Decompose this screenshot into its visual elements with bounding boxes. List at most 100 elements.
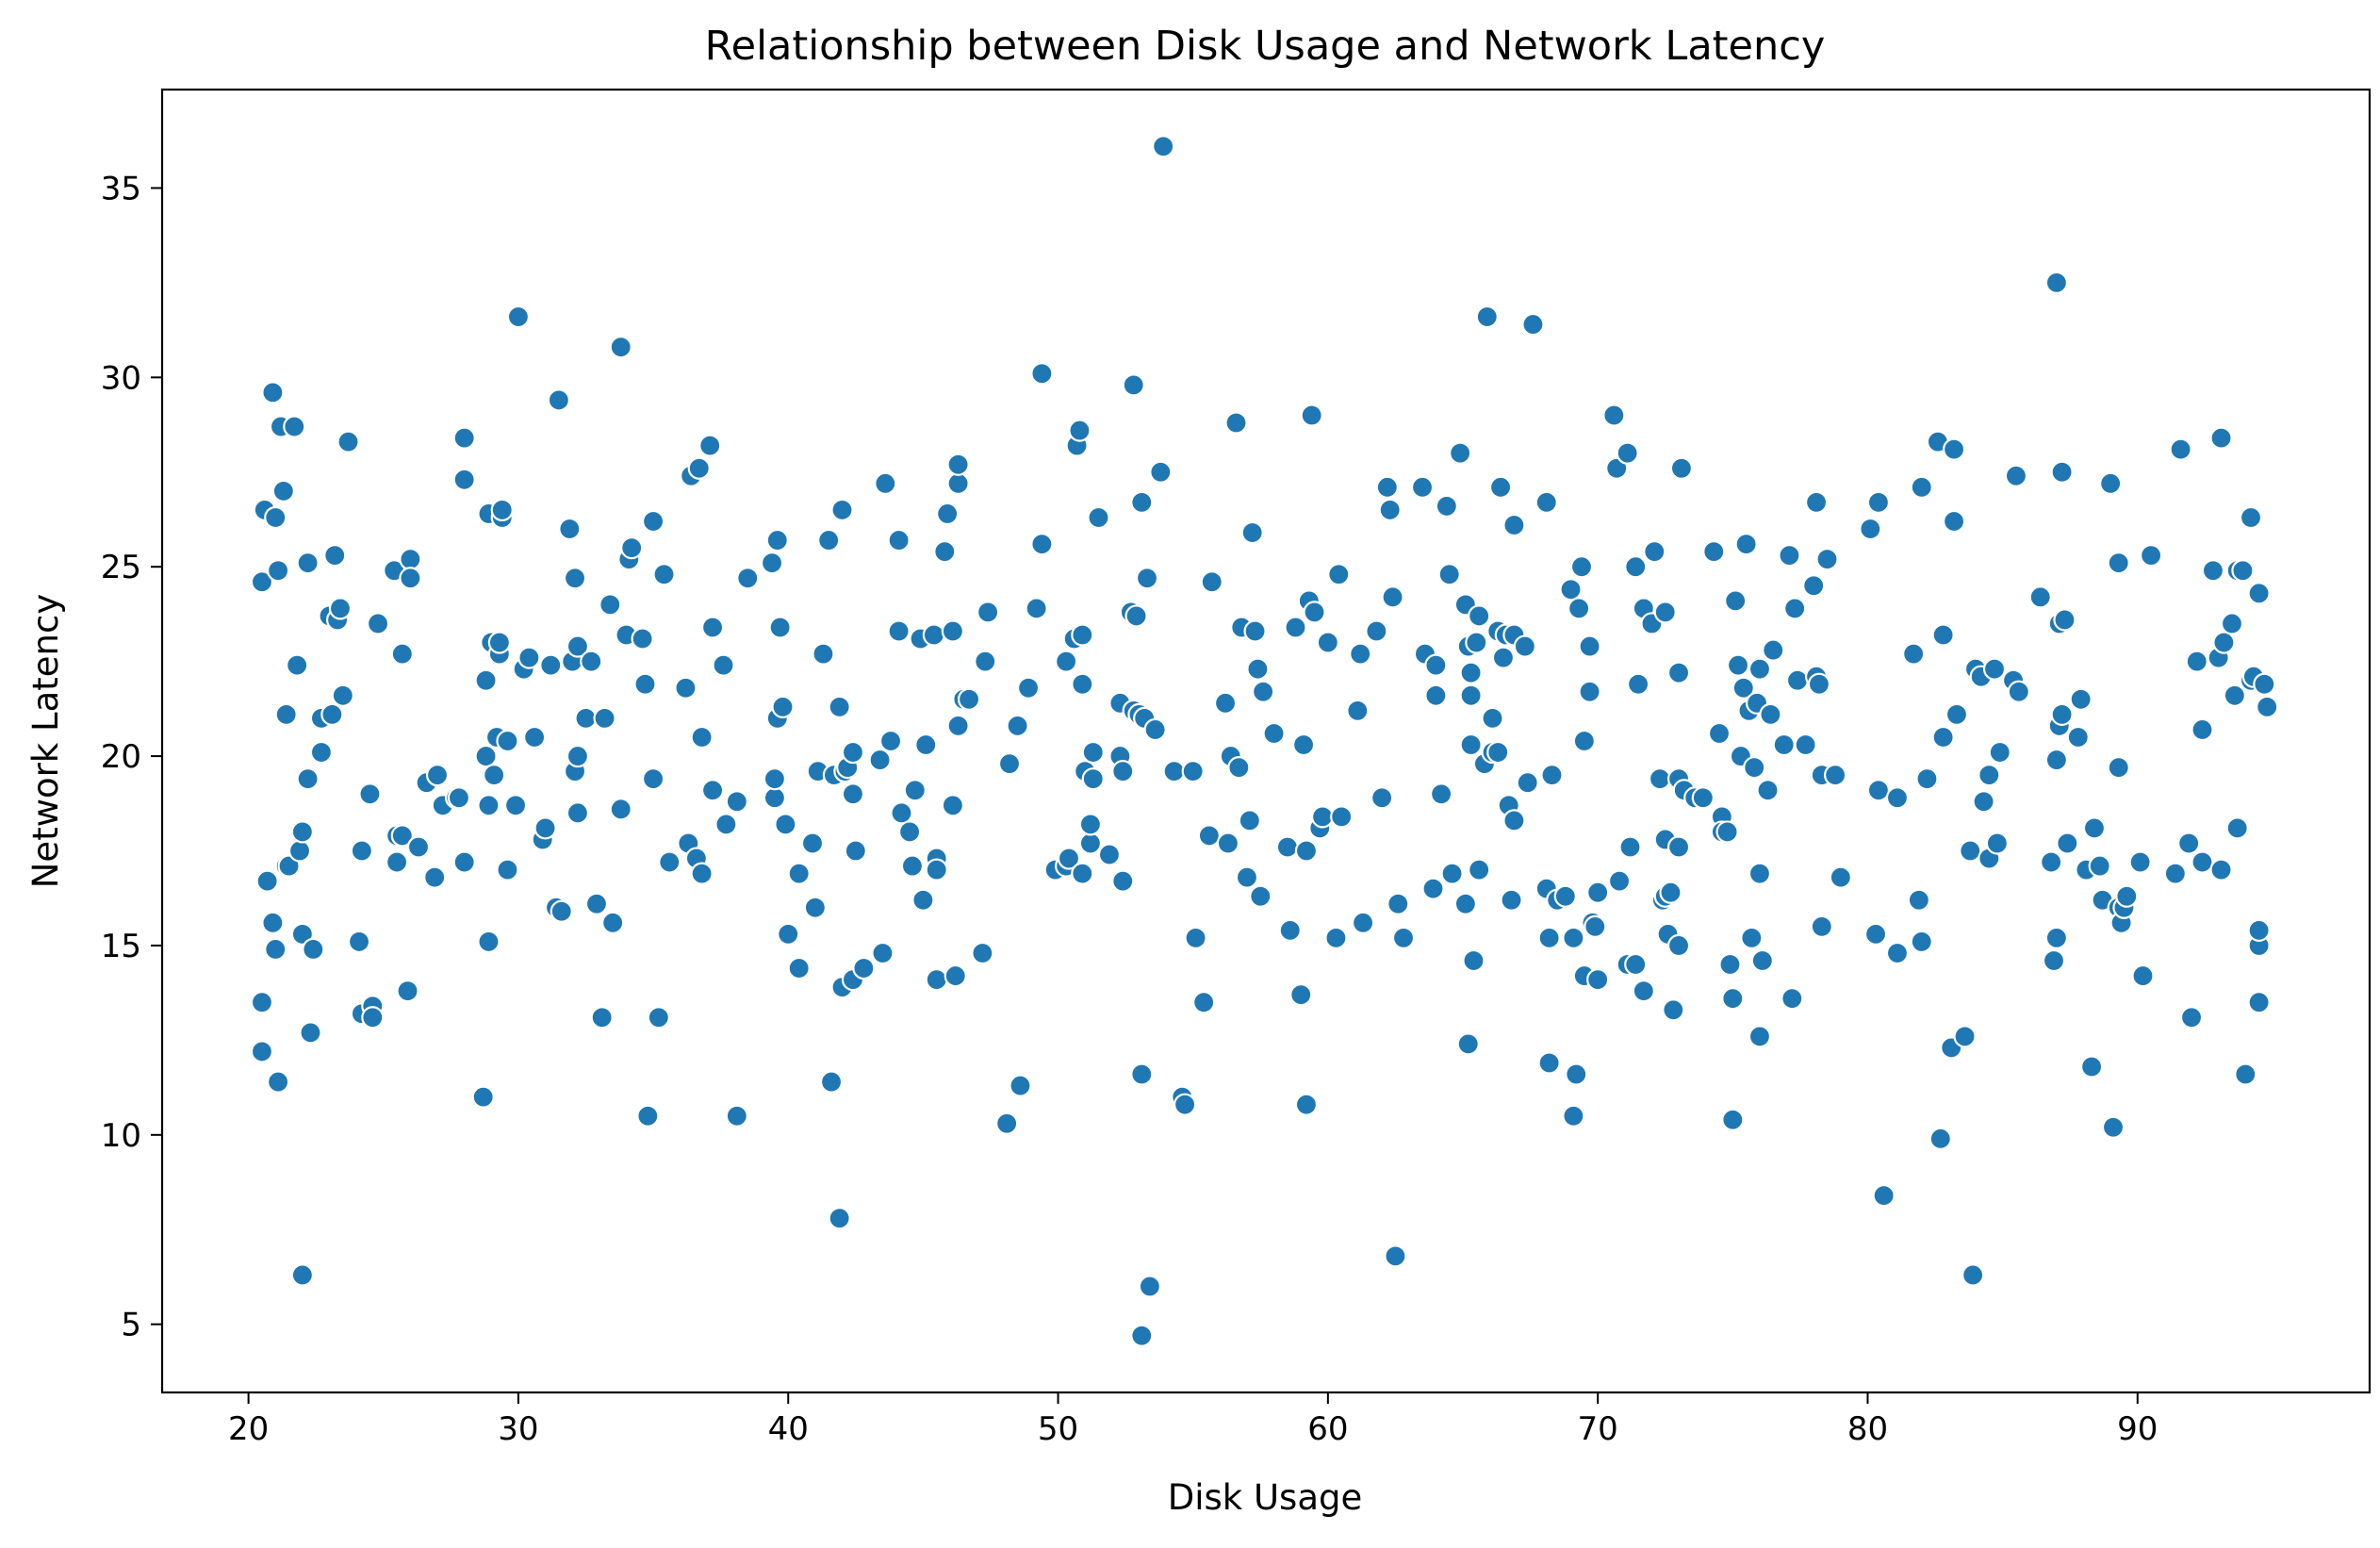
data-point [2082, 816, 2107, 840]
data-point [1666, 835, 1691, 859]
data-point [1238, 809, 1261, 832]
data-point [2101, 1115, 2126, 1139]
data-point [1978, 764, 2001, 787]
data-point [1807, 672, 1831, 696]
data-point [1149, 460, 1173, 484]
data-point [1748, 1025, 1772, 1048]
data-point [1486, 740, 1510, 765]
data-point [2044, 748, 2068, 772]
data-point [547, 388, 570, 412]
data-point [1759, 702, 1782, 726]
data-point [2007, 680, 2030, 703]
data-point [763, 786, 787, 810]
data-point [2139, 544, 2163, 568]
data-point [1453, 892, 1477, 915]
data-point [800, 832, 825, 855]
data-point [1643, 540, 1666, 564]
data-point [1200, 570, 1223, 594]
data-point [1078, 813, 1102, 836]
data-point [1006, 714, 1029, 738]
data-point [584, 892, 609, 915]
data-point [890, 801, 913, 825]
data-point [922, 623, 945, 647]
data-point [2256, 695, 2279, 718]
data-point [1224, 411, 1248, 435]
data-point [1605, 456, 1629, 480]
data-point [1568, 597, 1591, 620]
data-point [1378, 498, 1402, 522]
data-point [1586, 881, 1610, 904]
data-point [1743, 756, 1766, 780]
data-point [1553, 884, 1577, 908]
data-point [290, 820, 314, 844]
data-point [1087, 505, 1110, 530]
data-point [1815, 548, 1839, 571]
data-point [1942, 509, 1966, 534]
data-point [290, 922, 314, 946]
data-point [580, 650, 603, 673]
data-point [936, 502, 960, 526]
data-point [1910, 475, 1933, 499]
data-point [1632, 980, 1655, 1003]
data-point [1130, 490, 1154, 515]
data-point [309, 740, 334, 765]
data-point [1584, 914, 1607, 938]
data-point [290, 1263, 314, 1287]
data-point [633, 672, 657, 696]
data-point [841, 740, 865, 765]
data-point [283, 415, 306, 438]
data-point [1130, 1062, 1154, 1086]
data-point [2201, 559, 2225, 583]
data-point [1666, 933, 1691, 958]
data-point [803, 896, 827, 919]
data-point [1437, 563, 1461, 586]
data-point [1804, 490, 1829, 515]
data-point [1291, 733, 1316, 757]
data-point [2247, 582, 2271, 605]
data-point [887, 619, 911, 643]
data-point [1303, 601, 1326, 624]
data-point [261, 381, 285, 404]
data-point [698, 434, 722, 457]
data-point [1907, 888, 1930, 912]
data-point [1346, 699, 1370, 722]
data-point [1030, 532, 1054, 556]
data-points [250, 135, 2279, 1347]
data-point [1662, 998, 1685, 1022]
data-point [687, 456, 711, 480]
data-point [1311, 805, 1335, 829]
data-point [399, 548, 422, 571]
data-point [261, 911, 285, 934]
data-point [1885, 786, 1910, 810]
data-point [712, 653, 735, 677]
data-point [1562, 1104, 1585, 1128]
data-point [1122, 373, 1145, 397]
data-point [566, 801, 590, 825]
data-point [1618, 835, 1642, 859]
x-tick-label: 30 [498, 1410, 538, 1448]
data-point [828, 695, 851, 718]
data-point [1959, 839, 1982, 863]
data-point [1481, 706, 1504, 730]
data-point [1462, 948, 1485, 973]
data-point [1078, 832, 1102, 855]
data-point [852, 956, 876, 980]
data-point [1459, 661, 1483, 684]
data-point [2169, 437, 2192, 461]
data-point [1124, 604, 1148, 628]
data-point [350, 839, 373, 863]
data-point [331, 683, 354, 707]
data-point [1097, 843, 1122, 866]
chart-title: Relationship between Disk Usage and Netw… [705, 23, 1826, 70]
data-point [2177, 832, 2201, 855]
data-point [1181, 760, 1205, 783]
data-point [1988, 740, 2011, 765]
data-point [768, 616, 792, 639]
data-point [1537, 926, 1561, 950]
data-point [271, 479, 295, 502]
data-point [496, 858, 519, 881]
data-point [274, 702, 298, 726]
data-point [760, 552, 784, 575]
data-point [1016, 676, 1041, 700]
y-tick-label: 25 [101, 549, 141, 586]
